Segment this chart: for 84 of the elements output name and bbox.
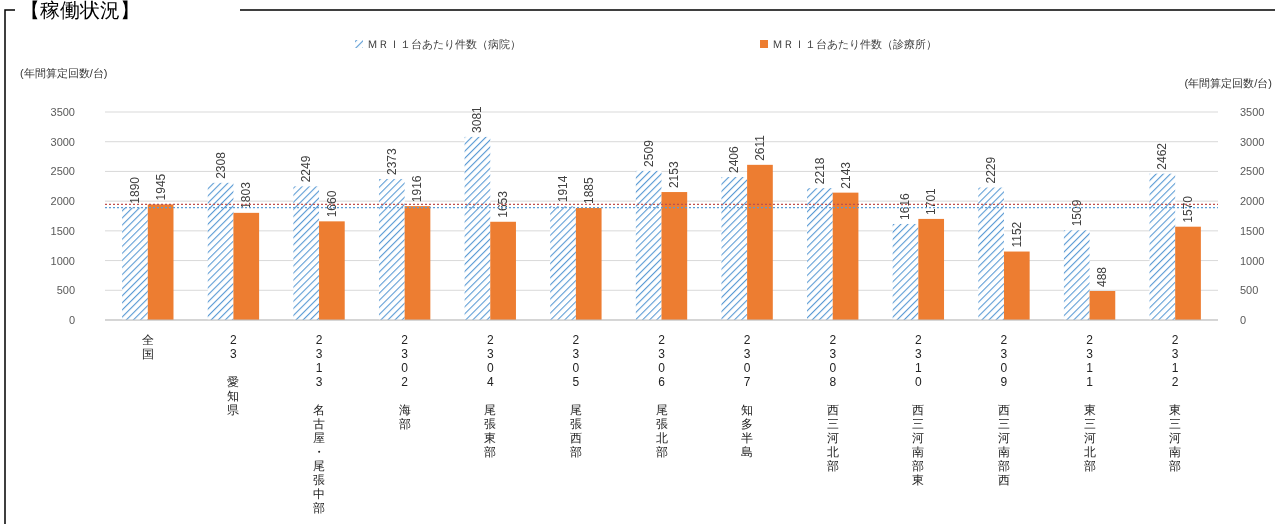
data-label: 2611 [752,134,767,161]
x-tick-label: 2306 尾張北部 [655,333,668,459]
bar [550,206,576,320]
bar [293,186,320,320]
data-label: 1803 [239,181,254,209]
bar [464,136,491,320]
x-tick-label: 2305 尾張西部 [569,333,582,459]
bar [1003,251,1030,320]
bar [1089,291,1116,320]
data-label: 2143 [838,161,853,189]
data-label: 1570 [1181,195,1196,223]
data-label: 2509 [641,139,656,167]
data-label: 2462 [1155,142,1170,170]
bar [1063,230,1090,320]
data-label: 1660 [324,190,339,218]
data-label: 1890 [127,176,142,204]
y-tick-label: 2000 [50,195,75,208]
data-label: 2308 [213,151,228,179]
data-label: 2373 [384,147,399,175]
data-label: 2218 [812,157,827,185]
bar [207,182,234,320]
bar [832,192,859,320]
y2-tick-label: 3500 [1240,106,1265,118]
y2-axis-title: (年間算定回数/台) [1184,77,1272,89]
data-label: 1914 [556,175,571,203]
bar [1175,226,1201,320]
chart-title: 【稼働状況】 [20,0,140,21]
y2-tick-label: 2000 [1240,195,1265,208]
data-label: 1916 [410,175,425,203]
bar [721,177,748,320]
y-tick-label: 2500 [50,165,75,178]
y2-tick-label: 500 [1240,284,1259,297]
data-label: 2153 [667,161,682,189]
bar [147,204,174,320]
y-axis-title: (年間算定回数/台) [20,67,108,79]
x-tick-label: 2302 海部 [398,333,411,431]
category-label: 2313 名古屋・尾張中部 [313,333,326,515]
y2-tick-label: 3000 [1240,135,1265,148]
bar [807,188,833,320]
data-label: 1152 [1009,221,1024,248]
bar [319,221,345,320]
y2-tick-label: 0 [1240,314,1247,326]
legend-label: ＭＲＩ１台あたり件数（診療所） [772,38,937,50]
bar [635,170,662,320]
data-label: 1885 [581,176,596,204]
y-tick-label: 3000 [50,135,75,148]
y-tick-label: 0 [68,314,75,326]
bar [575,207,602,320]
bar [1149,173,1176,320]
legend-label: ＭＲＩ１台あたり件数（病院） [367,38,521,50]
bar [404,206,431,320]
data-label: 1616 [898,192,913,220]
y2-tick-label: 1000 [1240,254,1265,267]
category-label: 2309 西三河南部西 [997,333,1010,487]
category-label: 2311 東三河北部 [1083,333,1096,473]
category-label: 2310 西三河南部東 [912,333,925,487]
data-label: 3081 [470,105,485,133]
y2-tick-label: 2500 [1240,165,1265,178]
bar [978,187,1004,320]
bar [918,218,945,320]
bar [122,207,148,320]
y2-tick-label: 1500 [1240,224,1265,237]
x-tick-label: 23 愛知県 [227,333,240,417]
x-tick-label: 2307 知多半島 [741,333,754,459]
y-tick-label: 1000 [50,254,75,267]
bar [378,178,405,320]
data-label: 488 [1095,266,1110,287]
data-label: 2406 [727,145,742,174]
y-tick-label: 3500 [50,106,75,118]
bar [490,221,516,320]
bar [233,212,260,320]
bar [661,192,688,320]
y-tick-label: 1500 [50,224,75,237]
x-tick-label: 2304 尾張東部 [484,333,497,459]
category-label: 2312 東三河南部 [1169,333,1182,473]
data-label: 2229 [984,156,999,184]
y-tick-label: 500 [56,284,75,297]
bar [892,223,919,320]
data-label: 1653 [496,190,511,218]
category-label: 2308 西三河北部 [826,333,839,473]
data-label: 1945 [153,173,168,201]
data-label: 2249 [299,155,314,183]
x-tick-label: 全国 [141,333,154,361]
bar [747,164,773,320]
